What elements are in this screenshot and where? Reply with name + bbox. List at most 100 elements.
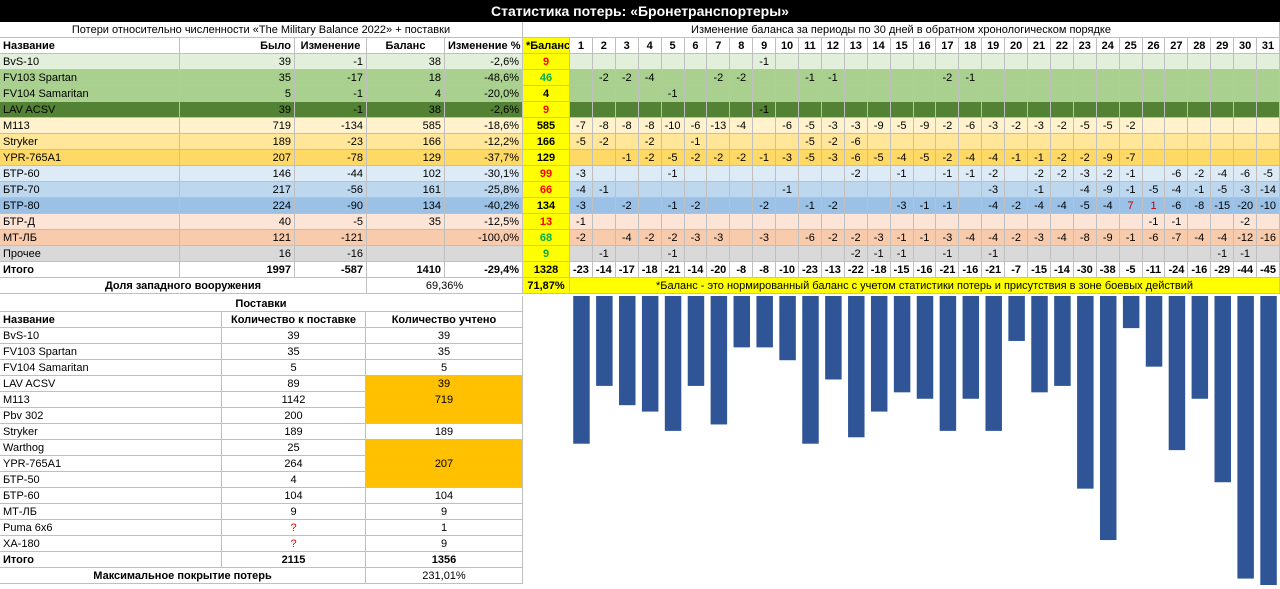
row-name: БТР-80 [0, 198, 180, 214]
period-cell [1257, 150, 1280, 166]
period-cell [1073, 54, 1097, 70]
bar-period-6 [687, 296, 705, 386]
period-cell: -4 [1096, 198, 1120, 214]
period-cell [1234, 134, 1258, 150]
bar-period-13 [848, 296, 865, 438]
period-cell: -2 [936, 70, 960, 86]
period-cell: 1 [1142, 198, 1166, 214]
period-cell [1188, 118, 1212, 134]
period-cell [1211, 118, 1235, 134]
period-cell: -5 [799, 150, 822, 166]
period-cell: -4 [959, 230, 983, 246]
period-header: 17 [936, 38, 960, 54]
period-cell [1188, 150, 1212, 166]
period-cell: -1 [1119, 166, 1143, 182]
left-group-header: Потери относительно численности «The Mil… [0, 22, 523, 38]
period-cell [707, 198, 731, 214]
period-cell [913, 86, 937, 102]
period-cell: -4 [1211, 166, 1235, 182]
period-cell: -5 [1142, 182, 1166, 198]
supply-qty: 39 [222, 328, 366, 344]
period-cell [1234, 54, 1258, 70]
row-name: Прочее [0, 246, 180, 262]
row-was: 39 [180, 102, 295, 118]
row-norm-balance: 46 [523, 70, 570, 86]
period-cell: -1 [684, 134, 708, 150]
period-cell [1257, 54, 1280, 70]
period-header: 4 [638, 38, 662, 54]
bar-period-5 [664, 296, 682, 431]
period-cell [936, 134, 960, 150]
period-cell [1257, 246, 1280, 262]
period-cell [661, 134, 685, 150]
total-period: -44 [1234, 262, 1258, 278]
period-header: 10 [776, 38, 800, 54]
period-cell [1211, 150, 1235, 166]
supply-counted: 35 [366, 344, 523, 360]
row-was: 121 [180, 230, 295, 246]
total-period: -5 [1119, 262, 1143, 278]
bar-period-24 [1099, 296, 1117, 541]
period-cell: -1 [592, 182, 616, 198]
period-cell [936, 182, 960, 198]
period-cell [1005, 134, 1029, 150]
period-cell [913, 102, 937, 118]
row-change-pct: -37,7% [445, 150, 523, 166]
period-cell: -3 [1028, 230, 1051, 246]
period-cell: -1 [799, 70, 822, 86]
row-name: Stryker [0, 134, 180, 150]
supply-counted [366, 440, 523, 456]
period-cell [1073, 214, 1097, 230]
period-cell [1142, 246, 1166, 262]
period-cell [959, 54, 983, 70]
period-header: 31 [1257, 38, 1280, 54]
period-cell [753, 166, 777, 182]
period-cell [1028, 214, 1051, 230]
period-cell: -4 [1050, 198, 1074, 214]
total-period: -17 [615, 262, 639, 278]
period-cell [1142, 134, 1166, 150]
period-cell [1142, 86, 1166, 102]
period-cell [730, 230, 754, 246]
period-cell: -2 [1005, 118, 1029, 134]
supply-name: BvS-10 [0, 328, 222, 344]
bar-period-2 [596, 296, 613, 386]
period-cell: -6 [776, 118, 800, 134]
row-change-pct: -30,1% [445, 166, 523, 182]
total-period: -23 [570, 262, 593, 278]
period-cell [867, 54, 891, 70]
period-cell: -2 [1119, 118, 1143, 134]
bar-period-23 [1077, 296, 1094, 489]
period-cell: -12 [1234, 230, 1258, 246]
period-cell: -2 [844, 230, 868, 246]
period-cell: -3 [821, 118, 845, 134]
period-cell: -2 [638, 150, 662, 166]
period-cell [707, 134, 731, 150]
period-cell: -2 [1050, 166, 1074, 182]
supply-qty: 9 [222, 504, 366, 520]
period-cell: -2 [707, 70, 731, 86]
period-cell: -1 [753, 102, 777, 118]
period-cell: -8 [592, 118, 616, 134]
period-cell [867, 86, 891, 102]
row-change: -90 [295, 198, 367, 214]
bar-period-1 [573, 296, 590, 444]
period-cell: -2 [1188, 166, 1212, 182]
period-header: 2 [592, 38, 616, 54]
period-cell [890, 70, 914, 86]
period-cell [1142, 166, 1166, 182]
total-change: -587 [295, 262, 367, 278]
period-cell [1188, 70, 1212, 86]
period-cell: -1 [1234, 246, 1258, 262]
period-cell: -1 [1188, 182, 1212, 198]
period-cell [1050, 102, 1074, 118]
supply-qty: 264 [222, 456, 366, 472]
period-cell: -3 [1073, 166, 1097, 182]
period-header: 7 [707, 38, 731, 54]
total-period: -30 [1073, 262, 1097, 278]
western-share-value: 69,36% [367, 278, 523, 294]
total-period: -14 [592, 262, 616, 278]
period-cell: -7 [1119, 150, 1143, 166]
period-cell [867, 214, 891, 230]
period-cell: -2 [1234, 214, 1258, 230]
